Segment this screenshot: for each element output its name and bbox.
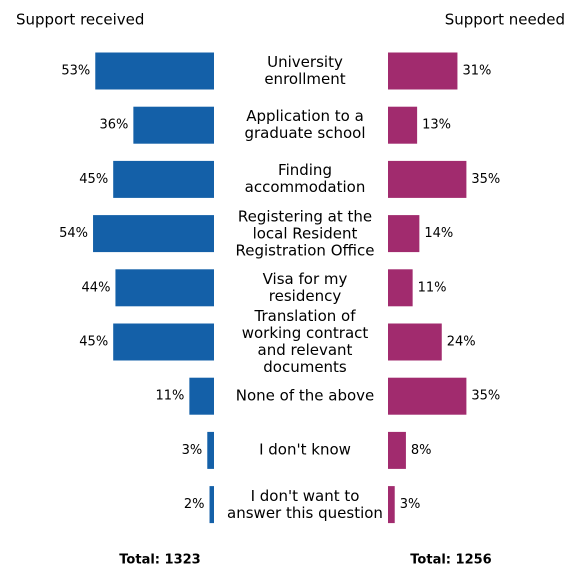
bar <box>113 323 214 361</box>
bar <box>388 52 458 90</box>
category-label: Translation of working contract and rele… <box>241 307 369 376</box>
bar <box>388 486 395 524</box>
bar <box>207 431 214 469</box>
category-label: Registering at the local Resident Regist… <box>235 207 375 260</box>
value-label: 36% <box>99 118 128 133</box>
category-label: Visa for my residency <box>262 269 348 305</box>
category-label: None of the above <box>235 386 375 405</box>
bar <box>115 269 214 307</box>
bar <box>388 269 413 307</box>
category-label: University enrollment <box>264 53 346 88</box>
bar <box>388 160 467 198</box>
bar <box>388 215 420 253</box>
value-label: 8% <box>411 443 432 458</box>
value-label: 11% <box>418 280 447 295</box>
category-label: Finding accommodation <box>244 161 366 197</box>
category-label: Application to a graduate school <box>244 107 366 143</box>
bar <box>209 486 214 524</box>
total-label: Total: 1256 <box>410 553 491 567</box>
total-label: Total: 1323 <box>119 553 200 567</box>
value-label: 13% <box>422 118 451 133</box>
value-label: 45% <box>79 335 108 350</box>
value-label: 14% <box>424 226 453 241</box>
value-label: 53% <box>61 64 90 79</box>
category-label: I don't know <box>259 440 351 459</box>
bar <box>95 52 214 90</box>
value-label: 35% <box>471 389 500 404</box>
bar <box>93 215 214 253</box>
legend-title: Support received <box>16 11 144 29</box>
value-label: 35% <box>471 172 500 187</box>
value-label: 24% <box>447 335 476 350</box>
value-label: 45% <box>79 172 108 187</box>
bar <box>388 323 442 361</box>
bar <box>388 431 406 469</box>
bar <box>113 160 214 198</box>
value-label: 44% <box>82 280 111 295</box>
value-label: 54% <box>59 226 88 241</box>
value-label: 31% <box>462 64 491 79</box>
bar <box>388 106 418 144</box>
value-label: 3% <box>182 443 203 458</box>
value-label: 2% <box>184 497 205 512</box>
bar <box>189 377 214 415</box>
category-label: I don't want to answer this question <box>227 486 383 522</box>
bar <box>133 106 214 144</box>
value-label: 3% <box>400 497 421 512</box>
legend-title: Support needed <box>445 11 565 29</box>
bar <box>388 377 467 415</box>
value-label: 11% <box>155 389 184 404</box>
